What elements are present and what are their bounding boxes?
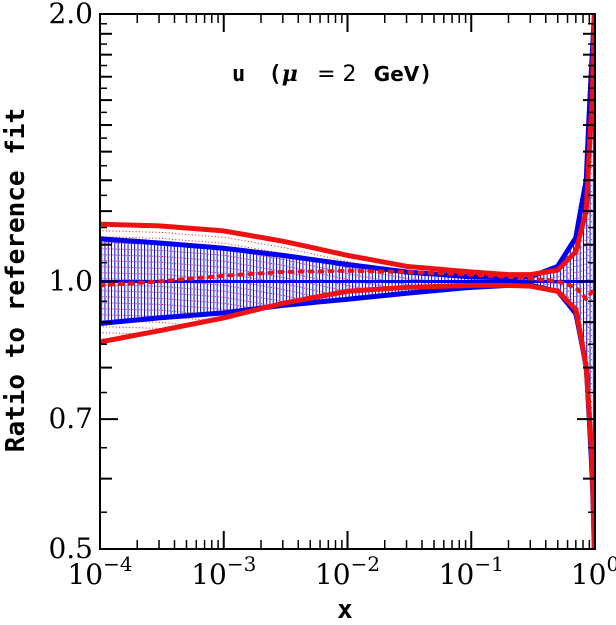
alternative-central-curve — [100, 268, 595, 303]
curves — [100, 14, 595, 549]
x-tick-label: 10−3 — [191, 552, 256, 591]
alternative-band-lower-curve — [100, 282, 595, 549]
x-tick-label: 100 — [571, 552, 616, 591]
x-tick-base: 10 — [67, 558, 103, 591]
x-tick-exponent: 0 — [606, 552, 616, 576]
reference-band-upper-curve — [100, 14, 595, 281]
x-tick-base: 10 — [191, 558, 227, 591]
x-tick-base: 10 — [315, 558, 351, 591]
alternative-band-upper-curve — [100, 14, 595, 278]
x-axis-title: x — [337, 595, 353, 625]
x-tick-label: 10−2 — [315, 552, 380, 591]
x-tick-label: 10−1 — [439, 552, 504, 591]
annotation-flavor: u — [232, 62, 245, 87]
x-tick-exponent: −1 — [474, 552, 503, 576]
y-tick-label: 0.7 — [48, 402, 93, 435]
reference-band-lower-curve — [100, 282, 595, 549]
x-tick-base: 10 — [439, 558, 475, 591]
annotation-close: ) — [419, 62, 432, 87]
y-tick-label: 2.0 — [48, 0, 93, 30]
annotation-eq: = 2 — [317, 62, 356, 87]
y-tick-label: 1.0 — [48, 265, 93, 298]
x-tick-exponent: −3 — [227, 552, 256, 576]
y-axis-title: Ratio to reference fit — [1, 108, 31, 452]
x-tick-exponent: −4 — [103, 552, 132, 576]
annotation: u (μ = 2 GeV) — [232, 61, 433, 87]
plot-frame — [99, 13, 596, 550]
annotation-mu: μ — [282, 61, 298, 87]
x-tick-label: 10−4 — [67, 552, 132, 591]
annotation-open: ( — [269, 62, 282, 87]
annotation-unit: GeV — [374, 62, 420, 86]
y-tick-label: 0.5 — [48, 532, 93, 565]
x-tick-base: 10 — [571, 558, 607, 591]
x-tick-exponent: −2 — [351, 552, 380, 576]
